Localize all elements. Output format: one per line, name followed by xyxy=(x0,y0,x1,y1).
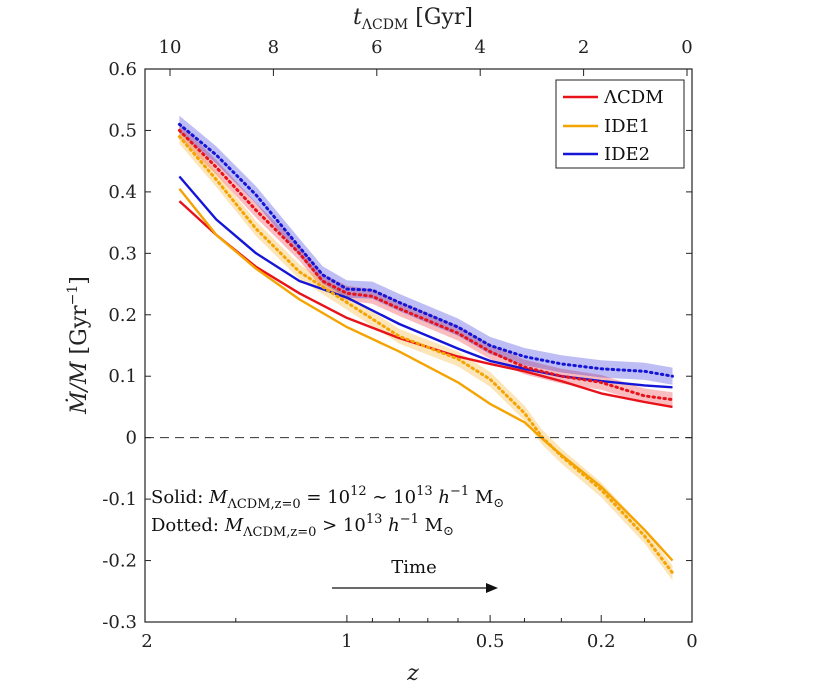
x-top-tick-label: 4 xyxy=(474,37,485,58)
x-tick-label: 0 xyxy=(686,631,697,652)
legend: ΛCDM IDE1 IDE2 xyxy=(555,79,685,169)
legend-label-ide1: IDE1 xyxy=(604,116,650,137)
y-tick-label: 0.5 xyxy=(108,120,137,141)
annotation-solid: Solid: MΛCDM,z=0 = 1012 ∼ 1013 h−1 M⊙ xyxy=(151,484,504,512)
y-axis-title: Ṁ/M [Gyr−1] xyxy=(65,276,92,415)
legend-label-lcdm: ΛCDM xyxy=(603,87,664,108)
x-bottom-axis-title: z xyxy=(406,661,419,686)
x-top-tick-label: 10 xyxy=(159,37,182,58)
y-tick-label: 0 xyxy=(126,428,137,449)
y-tick-label: 0.1 xyxy=(108,366,137,387)
x-tick-label: 0.2 xyxy=(587,631,616,652)
series-line-dotted-4 xyxy=(177,135,674,575)
axis-tick-labels: 0.60.50.40.30.20.10-0.1-0.2-0.32 1 0.5 0.2 0… xyxy=(102,37,697,652)
x-tick-label: 1 xyxy=(341,631,352,652)
time-arrow-head xyxy=(486,583,498,593)
x-top-tick-label: 8 xyxy=(268,37,279,58)
y-tick-label: -0.1 xyxy=(102,489,137,510)
x-top-tick-label: 2 xyxy=(578,37,589,58)
series-line-dotted-5 xyxy=(177,122,674,378)
y-tick-label: 0.6 xyxy=(108,59,137,80)
x-tick-label: 2 xyxy=(141,631,152,652)
y-tick-label: 0.4 xyxy=(108,182,137,203)
y-tick-label: 0.2 xyxy=(108,305,137,326)
series-line-solid-0 xyxy=(178,200,673,409)
legend-label-ide2: IDE2 xyxy=(604,144,650,165)
plot-frame xyxy=(144,68,693,623)
series-lines xyxy=(177,122,674,575)
series-line-dotted-3 xyxy=(177,128,674,402)
x-top-tick-label: 0 xyxy=(681,37,692,58)
x-top-tick-label: 6 xyxy=(371,37,382,58)
y-tick-label: 0.3 xyxy=(108,243,137,264)
series-line-solid-1 xyxy=(178,188,674,562)
x-tick-label: 0.5 xyxy=(476,631,505,652)
axis-ticks xyxy=(144,68,693,623)
x-top-axis-title: tΛCDM [Gyr] xyxy=(353,5,473,33)
y-tick-label: -0.3 xyxy=(102,612,137,633)
y-tick-label: -0.2 xyxy=(102,551,137,572)
time-arrow-label: Time xyxy=(391,557,436,578)
annotation-dotted: Dotted: MΛCDM,z=0 > 1013 h−1 M⊙ xyxy=(151,512,454,540)
